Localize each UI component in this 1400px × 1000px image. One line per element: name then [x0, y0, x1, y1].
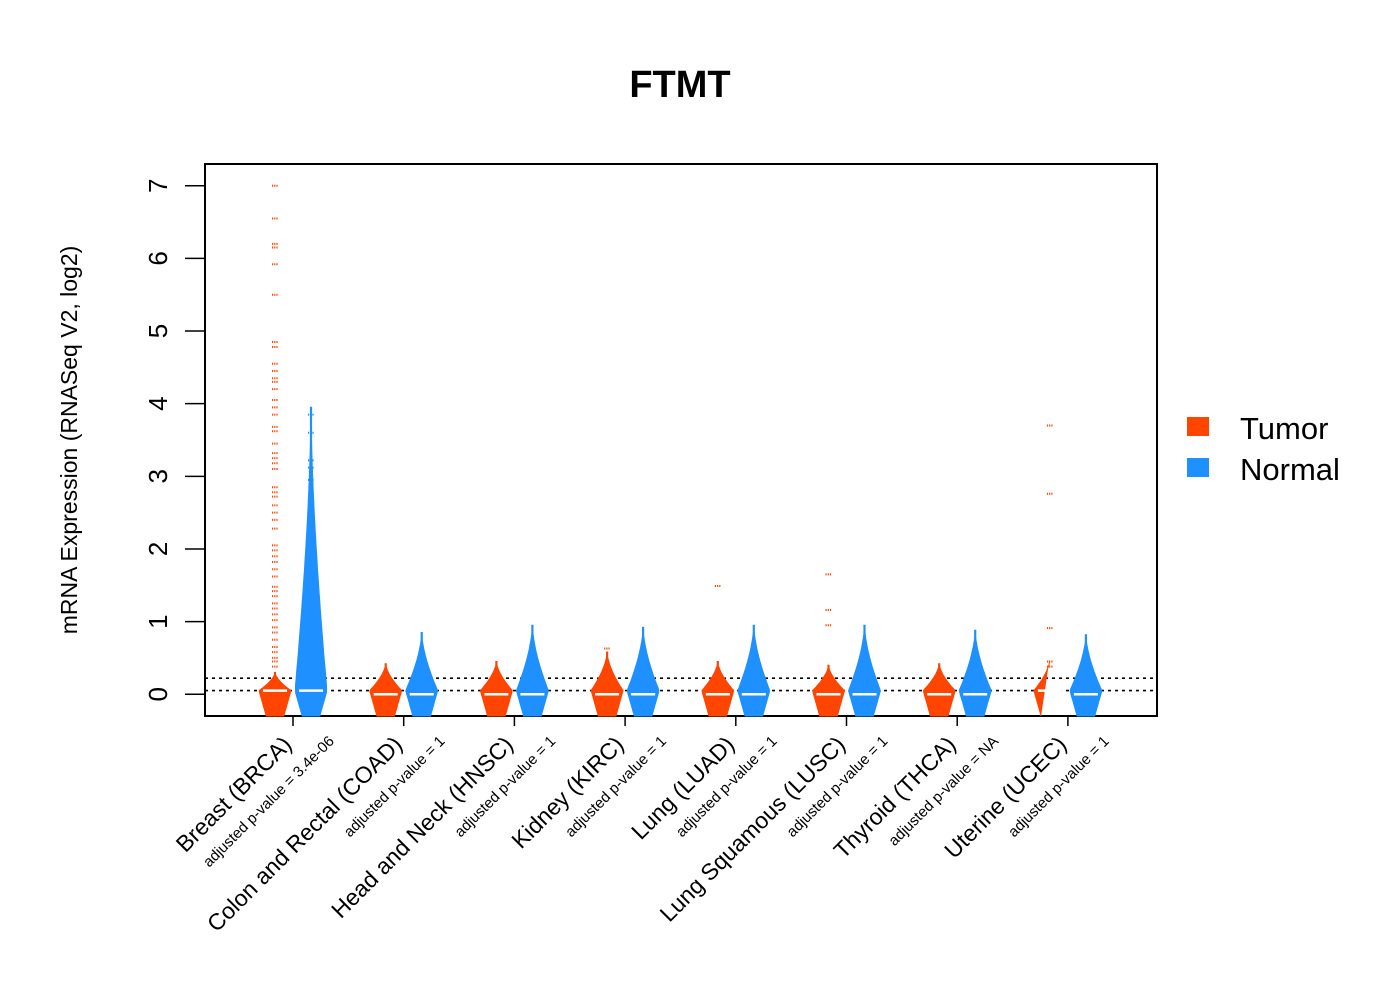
- normal-violin: [626, 626, 660, 717]
- tumor-violin: [811, 664, 846, 717]
- y-tick-label: 0: [143, 687, 173, 701]
- tumor-violin: [1033, 660, 1050, 717]
- normal-violin: [1069, 634, 1103, 717]
- tumor-violin: [369, 663, 403, 717]
- tumor-violin: [922, 663, 956, 717]
- legend-label-normal: Normal: [1240, 452, 1340, 487]
- y-tick-label: 6: [143, 251, 173, 265]
- tumor-violin: [480, 661, 513, 717]
- normal-violin: [515, 624, 549, 717]
- tumor-violin: [258, 671, 292, 717]
- plot-frame: [204, 163, 1158, 717]
- y-tick-label: 2: [143, 542, 173, 556]
- y-tick-label: 1: [143, 614, 173, 628]
- legend-swatch-tumor: [1187, 417, 1209, 436]
- tumor-violin: [701, 661, 735, 717]
- y-tick-label: 7: [143, 179, 173, 193]
- legend: Tumor Normal: [1187, 411, 1340, 487]
- tumor-violin: [590, 651, 624, 717]
- normal-violin: [737, 624, 771, 717]
- y-axis-label: mRNA Expression (RNASeq V2, log2): [56, 246, 82, 635]
- normal-violin: [848, 624, 881, 717]
- normal-violin: [405, 632, 439, 717]
- normal-violin: [294, 406, 328, 717]
- chart-title: FTMT: [629, 64, 730, 106]
- normal-violin: [958, 629, 992, 717]
- legend-swatch-normal: [1187, 458, 1209, 477]
- y-tick-label: 4: [143, 396, 173, 410]
- legend-label-tumor: Tumor: [1240, 411, 1328, 446]
- y-tick-label: 3: [143, 469, 173, 483]
- y-tick-label: 5: [143, 324, 173, 338]
